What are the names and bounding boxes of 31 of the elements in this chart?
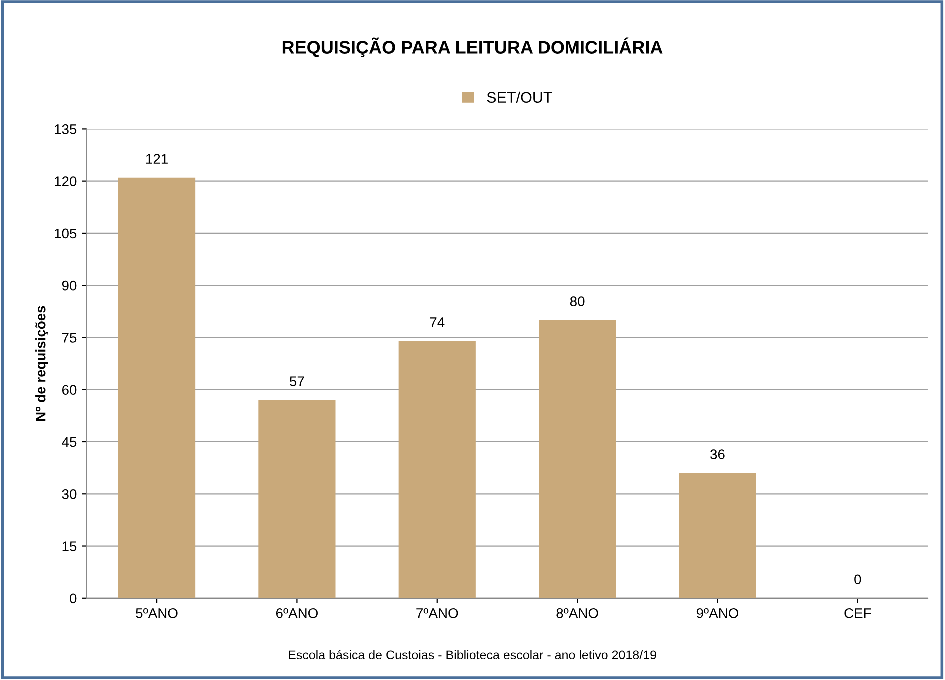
y-tick-label: 30 [62, 489, 77, 500]
y-tick-label: 60 [62, 385, 77, 396]
x-tick-label: 5ºANO [136, 608, 178, 618]
x-tick-label: 8ºANO [556, 608, 598, 618]
data-label: 74 [430, 318, 445, 328]
y-tick-label: 120 [55, 176, 77, 187]
data-label: 57 [290, 376, 304, 386]
x-tick-label: 6ºANO [276, 608, 318, 618]
x-tick-label: 9ºANO [696, 608, 739, 618]
data-label: 80 [570, 296, 585, 306]
bar [679, 473, 756, 598]
bar [398, 341, 476, 598]
y-tick-label: 135 [55, 124, 77, 134]
x-tick-label: 7ºANO [416, 608, 458, 618]
y-tick-label: 75 [62, 333, 77, 343]
y-tick-label: 45 [62, 437, 77, 448]
text: Escola básica de Custoias - Biblioteca escolar - ano letivo 2018/19 [289, 650, 656, 660]
x-tick-label: CEF [844, 608, 872, 618]
bar [118, 178, 196, 598]
legend-label: SET/OUT [487, 92, 552, 104]
y-tick-label: 15 [62, 542, 77, 552]
data-label: 0 [854, 574, 862, 585]
data-label: 121 [146, 154, 168, 164]
chart-title: REQUISIÇÃO PARA LEITURA DOMICILIÁRIA [282, 38, 663, 58]
bar [539, 320, 616, 598]
bar [258, 400, 336, 598]
data-label: 36 [710, 450, 725, 460]
y-tick-label: 105 [55, 228, 77, 239]
y-axis-title: Nº de requisições [36, 306, 48, 421]
y-tick-label: 0 [70, 594, 77, 604]
y-tick-label: 90 [62, 280, 77, 291]
